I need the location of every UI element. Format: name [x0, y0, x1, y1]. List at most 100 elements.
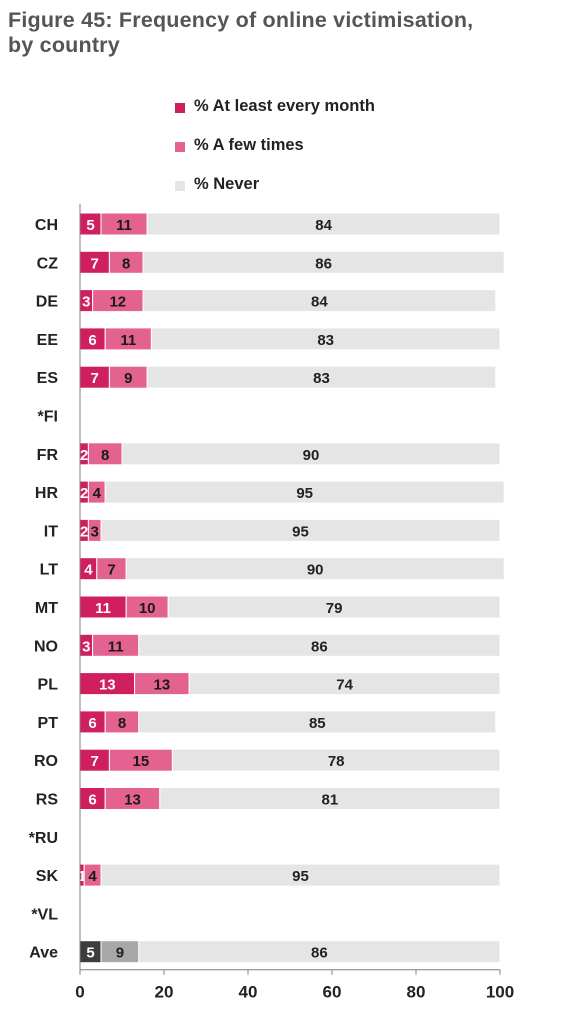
- data-label-no-series-1: 11: [108, 638, 124, 655]
- category-label-ave: Ave: [29, 945, 58, 962]
- category-label-it: IT: [44, 523, 58, 540]
- bar-pl-series-2: [188, 672, 501, 696]
- bar-fr-series-2: [121, 442, 501, 466]
- data-label-mt-series-0: 11: [95, 600, 111, 617]
- data-label-ch-series-0: 5: [86, 217, 94, 234]
- data-label-ro-series-1: 15: [133, 753, 150, 770]
- data-label-fr-series-2: 90: [303, 447, 320, 464]
- bar-ch-series-2: [146, 212, 501, 236]
- legend-item-few: % A few times: [175, 135, 475, 159]
- data-label-ro-series-2: 78: [328, 753, 345, 770]
- data-label-rs-series-0: 6: [88, 792, 96, 809]
- category-label-no: NO: [34, 638, 58, 655]
- bar-de-series-2: [142, 289, 497, 313]
- data-label-pt-series-2: 85: [309, 715, 326, 732]
- legend-swatch-month: [175, 103, 185, 113]
- data-label-de-series-1: 12: [109, 294, 126, 311]
- data-label-lt-series-2: 90: [307, 562, 324, 579]
- category-label-ch: CH: [35, 217, 58, 234]
- category-label-fr: FR: [37, 447, 59, 464]
- data-label-cz-series-0: 7: [91, 255, 99, 272]
- legend-label-month: % At least every month: [194, 97, 375, 115]
- data-label-no-series-0: 3: [82, 638, 90, 655]
- data-label-de-series-2: 84: [311, 294, 328, 311]
- category-label-ee: EE: [37, 332, 59, 349]
- data-label-ave-series-1: 9: [116, 945, 124, 962]
- data-label-rs-series-2: 81: [322, 792, 339, 809]
- x-tick-label-0: 0: [75, 983, 84, 1002]
- category-label-ro: RO: [34, 753, 58, 770]
- bar-pt-series-2: [138, 710, 497, 734]
- bar-ro-series-2: [171, 748, 501, 772]
- category-label-pt: PT: [38, 715, 59, 732]
- data-label-mt-series-2: 79: [326, 600, 343, 617]
- data-label-es-series-1: 9: [124, 370, 132, 387]
- data-label-hr-series-1: 4: [93, 485, 102, 502]
- bar-it-series-2: [100, 518, 501, 542]
- category-label-de: DE: [36, 294, 59, 311]
- data-label-fr-series-1: 8: [101, 447, 109, 464]
- data-label-it-series-2: 95: [292, 523, 309, 540]
- category-label-lt: LT: [40, 562, 59, 579]
- bar-ee-series-2: [150, 327, 501, 351]
- data-label-hr-series-2: 95: [296, 485, 313, 502]
- data-label-it-series-0: 2: [80, 523, 88, 540]
- chart-title: Figure 45: Frequency of online victimisa…: [8, 8, 558, 58]
- data-label-pt-series-1: 8: [118, 715, 126, 732]
- category-label-fi: *FI: [38, 409, 58, 426]
- data-label-ee-series-1: 11: [120, 332, 136, 349]
- legend-item-never: % Never: [175, 174, 475, 198]
- category-label-cz: CZ: [37, 255, 59, 272]
- data-label-pl-series-2: 74: [336, 677, 353, 694]
- data-label-rs-series-1: 13: [124, 792, 141, 809]
- chart-title-line-2: by country: [8, 33, 120, 57]
- data-label-fr-series-0: 2: [80, 447, 88, 464]
- data-label-mt-series-1: 10: [139, 600, 156, 617]
- bar-rs-series-2: [159, 787, 501, 810]
- data-label-de-series-0: 3: [82, 294, 90, 311]
- data-label-lt-series-1: 7: [107, 562, 115, 579]
- data-label-ee-series-2: 83: [317, 332, 334, 349]
- chart-title-line-1: Figure 45: Frequency of online victimisa…: [8, 8, 474, 32]
- data-label-it-series-1: 3: [91, 523, 99, 540]
- bar-mt-series-2: [167, 595, 501, 619]
- bar-ave-series-2: [138, 940, 501, 964]
- data-label-no-series-2: 86: [311, 638, 328, 655]
- data-label-ave-series-2: 86: [311, 945, 328, 962]
- data-label-cz-series-1: 8: [122, 255, 130, 272]
- category-label-rs: RS: [36, 792, 59, 809]
- category-label-pl: PL: [38, 677, 59, 694]
- x-tick-label-40: 40: [239, 983, 258, 1002]
- data-label-es-series-0: 7: [91, 370, 99, 387]
- data-label-pl-series-0: 13: [99, 677, 116, 694]
- bar-hr-series-2: [104, 480, 505, 504]
- legend-item-month: % At least every month: [175, 96, 475, 120]
- category-label-es: ES: [37, 370, 59, 387]
- data-label-ch-series-1: 11: [116, 217, 132, 234]
- data-label-sk-series-2: 95: [292, 868, 309, 885]
- x-tick-label-20: 20: [155, 983, 174, 1002]
- bar-lt-series-2: [125, 557, 505, 581]
- x-tick-label-80: 80: [407, 983, 426, 1002]
- legend-swatch-never: [175, 181, 185, 191]
- data-label-ch-series-2: 84: [315, 217, 332, 234]
- legend-label-few: % A few times: [194, 136, 304, 154]
- bar-sk-series-2: [100, 863, 501, 887]
- x-tick-label-100: 100: [486, 983, 514, 1002]
- category-label-vl: *VL: [31, 906, 58, 923]
- bar-es-series-2: [146, 365, 497, 389]
- legend-swatch-few: [175, 142, 185, 152]
- x-tick-label-60: 60: [323, 983, 342, 1002]
- legend-label-never: % Never: [194, 175, 260, 193]
- data-label-hr-series-0: 2: [80, 485, 88, 502]
- data-label-cz-series-2: 86: [315, 255, 332, 272]
- data-label-pt-series-0: 6: [88, 715, 96, 732]
- data-label-pl-series-1: 13: [154, 677, 171, 694]
- data-label-lt-series-0: 4: [84, 562, 93, 579]
- data-label-es-series-2: 83: [313, 370, 330, 387]
- bar-cz-series-2: [142, 250, 505, 274]
- category-label-sk: SK: [36, 868, 59, 885]
- data-label-sk-series-1: 4: [88, 868, 97, 885]
- category-label-ru: *RU: [29, 830, 58, 847]
